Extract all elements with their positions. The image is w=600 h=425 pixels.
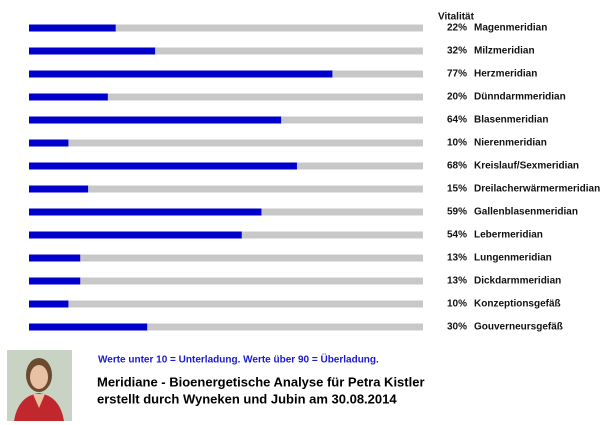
value-label: 30% bbox=[447, 322, 467, 333]
category-label: Kreislauf/Sexmeridian bbox=[474, 161, 579, 172]
value-label: 10% bbox=[447, 138, 467, 149]
bar bbox=[29, 116, 282, 124]
category-label: Herzmeridian bbox=[474, 69, 537, 80]
value-label: 68% bbox=[447, 161, 467, 172]
bar bbox=[29, 300, 69, 308]
chart-subtitle: erstellt durch Wyneken und Jubin am 30.0… bbox=[97, 391, 397, 406]
bar bbox=[29, 162, 297, 170]
value-label: 32% bbox=[447, 46, 467, 57]
bar-track bbox=[29, 24, 423, 32]
annotation: Werte unter 10 = Unterladung. Werte über… bbox=[98, 353, 379, 366]
bar bbox=[29, 24, 116, 32]
bar-track bbox=[29, 185, 423, 193]
category-label: Dickdarmmeridian bbox=[474, 276, 561, 287]
bar bbox=[29, 185, 89, 193]
bar bbox=[29, 277, 81, 285]
category-label: Gouverneursgefäß bbox=[474, 322, 563, 333]
category-label: Milzmeridian bbox=[474, 46, 535, 57]
bar-track bbox=[29, 47, 423, 55]
bar-track bbox=[29, 139, 423, 147]
value-label: 64% bbox=[447, 115, 467, 126]
category-label: Blasenmeridian bbox=[474, 115, 548, 126]
category-label: Gallenblasenmeridian bbox=[474, 207, 578, 218]
bar bbox=[29, 323, 148, 331]
bar-track bbox=[29, 300, 423, 308]
value-label: 13% bbox=[447, 276, 467, 287]
category-label: Konzeptionsgefäß bbox=[474, 299, 561, 310]
bar bbox=[29, 254, 81, 262]
chart-title: Meridiane - Bioenergetische Analyse für … bbox=[97, 374, 425, 389]
bar-track bbox=[29, 323, 423, 331]
value-label: 22% bbox=[447, 23, 467, 34]
value-label: 15% bbox=[447, 184, 467, 195]
value-label: 77% bbox=[447, 69, 467, 80]
value-label: 13% bbox=[447, 253, 467, 264]
bar bbox=[29, 93, 108, 101]
category-label: Lebermeridian bbox=[474, 230, 543, 241]
value-label: 54% bbox=[447, 230, 467, 241]
value-header: Vitalität bbox=[438, 12, 475, 23]
category-label: Dünndarmmeridian bbox=[474, 92, 566, 103]
category-label: Dreilacherwärmermeridian bbox=[474, 184, 600, 195]
value-label: 59% bbox=[447, 207, 467, 218]
bar-track bbox=[29, 277, 423, 285]
category-label: Magenmeridian bbox=[474, 23, 547, 34]
category-label: Nierenmeridian bbox=[474, 138, 547, 149]
category-label: Lungenmeridian bbox=[474, 253, 552, 264]
bar bbox=[29, 70, 333, 78]
value-label: 20% bbox=[447, 92, 467, 103]
bar bbox=[29, 139, 69, 147]
bar bbox=[29, 231, 242, 239]
bar bbox=[29, 47, 156, 55]
bar-track bbox=[29, 93, 423, 101]
bar-track bbox=[29, 254, 423, 262]
bar bbox=[29, 208, 262, 216]
value-label: 10% bbox=[447, 299, 467, 310]
portrait bbox=[7, 350, 72, 421]
